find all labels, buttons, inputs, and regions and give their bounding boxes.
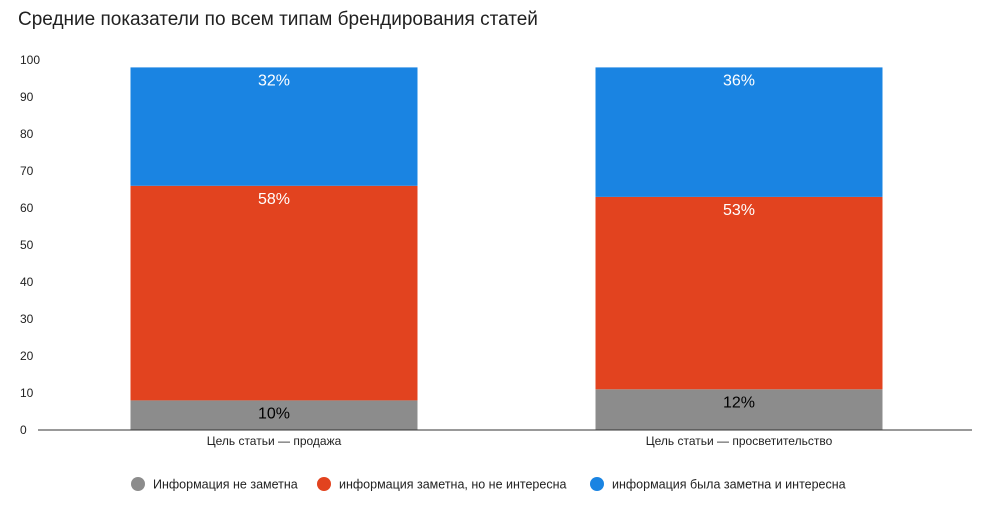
legend-marker [317,477,331,491]
bar-segment [595,196,883,390]
data-labels: 10% 58% 32% 12% 53% 36% [258,72,755,422]
legend-marker [590,477,604,491]
y-tick-label: 100 [20,53,40,67]
bar-segment [130,400,418,430]
x-axis: Цель статьи — продажа Цель статьи — просв… [207,434,833,448]
y-tick-label: 50 [20,238,34,252]
y-tick-label: 60 [20,201,34,215]
y-tick-label: 40 [20,275,34,289]
y-tick-label: 20 [20,349,34,363]
y-tick-label: 90 [20,90,34,104]
legend-label: Информация не заметна [153,478,298,492]
bar-segment [130,185,418,401]
data-label: 12% [723,394,755,411]
bars [130,67,883,430]
data-label: 32% [258,72,290,89]
y-axis: 0 10 20 30 40 50 60 70 80 90 100 [20,53,40,437]
chart-title: Средние показатели по всем типам брендир… [18,9,538,30]
data-label: 10% [258,405,290,422]
y-tick-label: 10 [20,386,34,400]
y-tick-label: 80 [20,127,34,141]
legend-label: информация заметна, но не интересна [339,478,566,492]
x-tick-label: Цель статьи — продажа [207,434,342,448]
y-tick-label: 30 [20,312,34,326]
legend-label: информация была заметна и интересна [612,478,846,492]
data-label: 58% [258,191,290,208]
bar-segment [130,67,418,186]
data-label: 53% [723,202,755,219]
bar-segment [595,67,883,197]
legend-marker [131,477,145,491]
x-tick-label: Цель статьи — просветительство [646,434,833,448]
data-label: 36% [723,72,755,89]
legend: Информация не заметна информация заметна,… [131,477,846,492]
bar-segment [595,389,883,430]
y-tick-label: 70 [20,164,34,178]
y-tick-label: 0 [20,423,27,437]
